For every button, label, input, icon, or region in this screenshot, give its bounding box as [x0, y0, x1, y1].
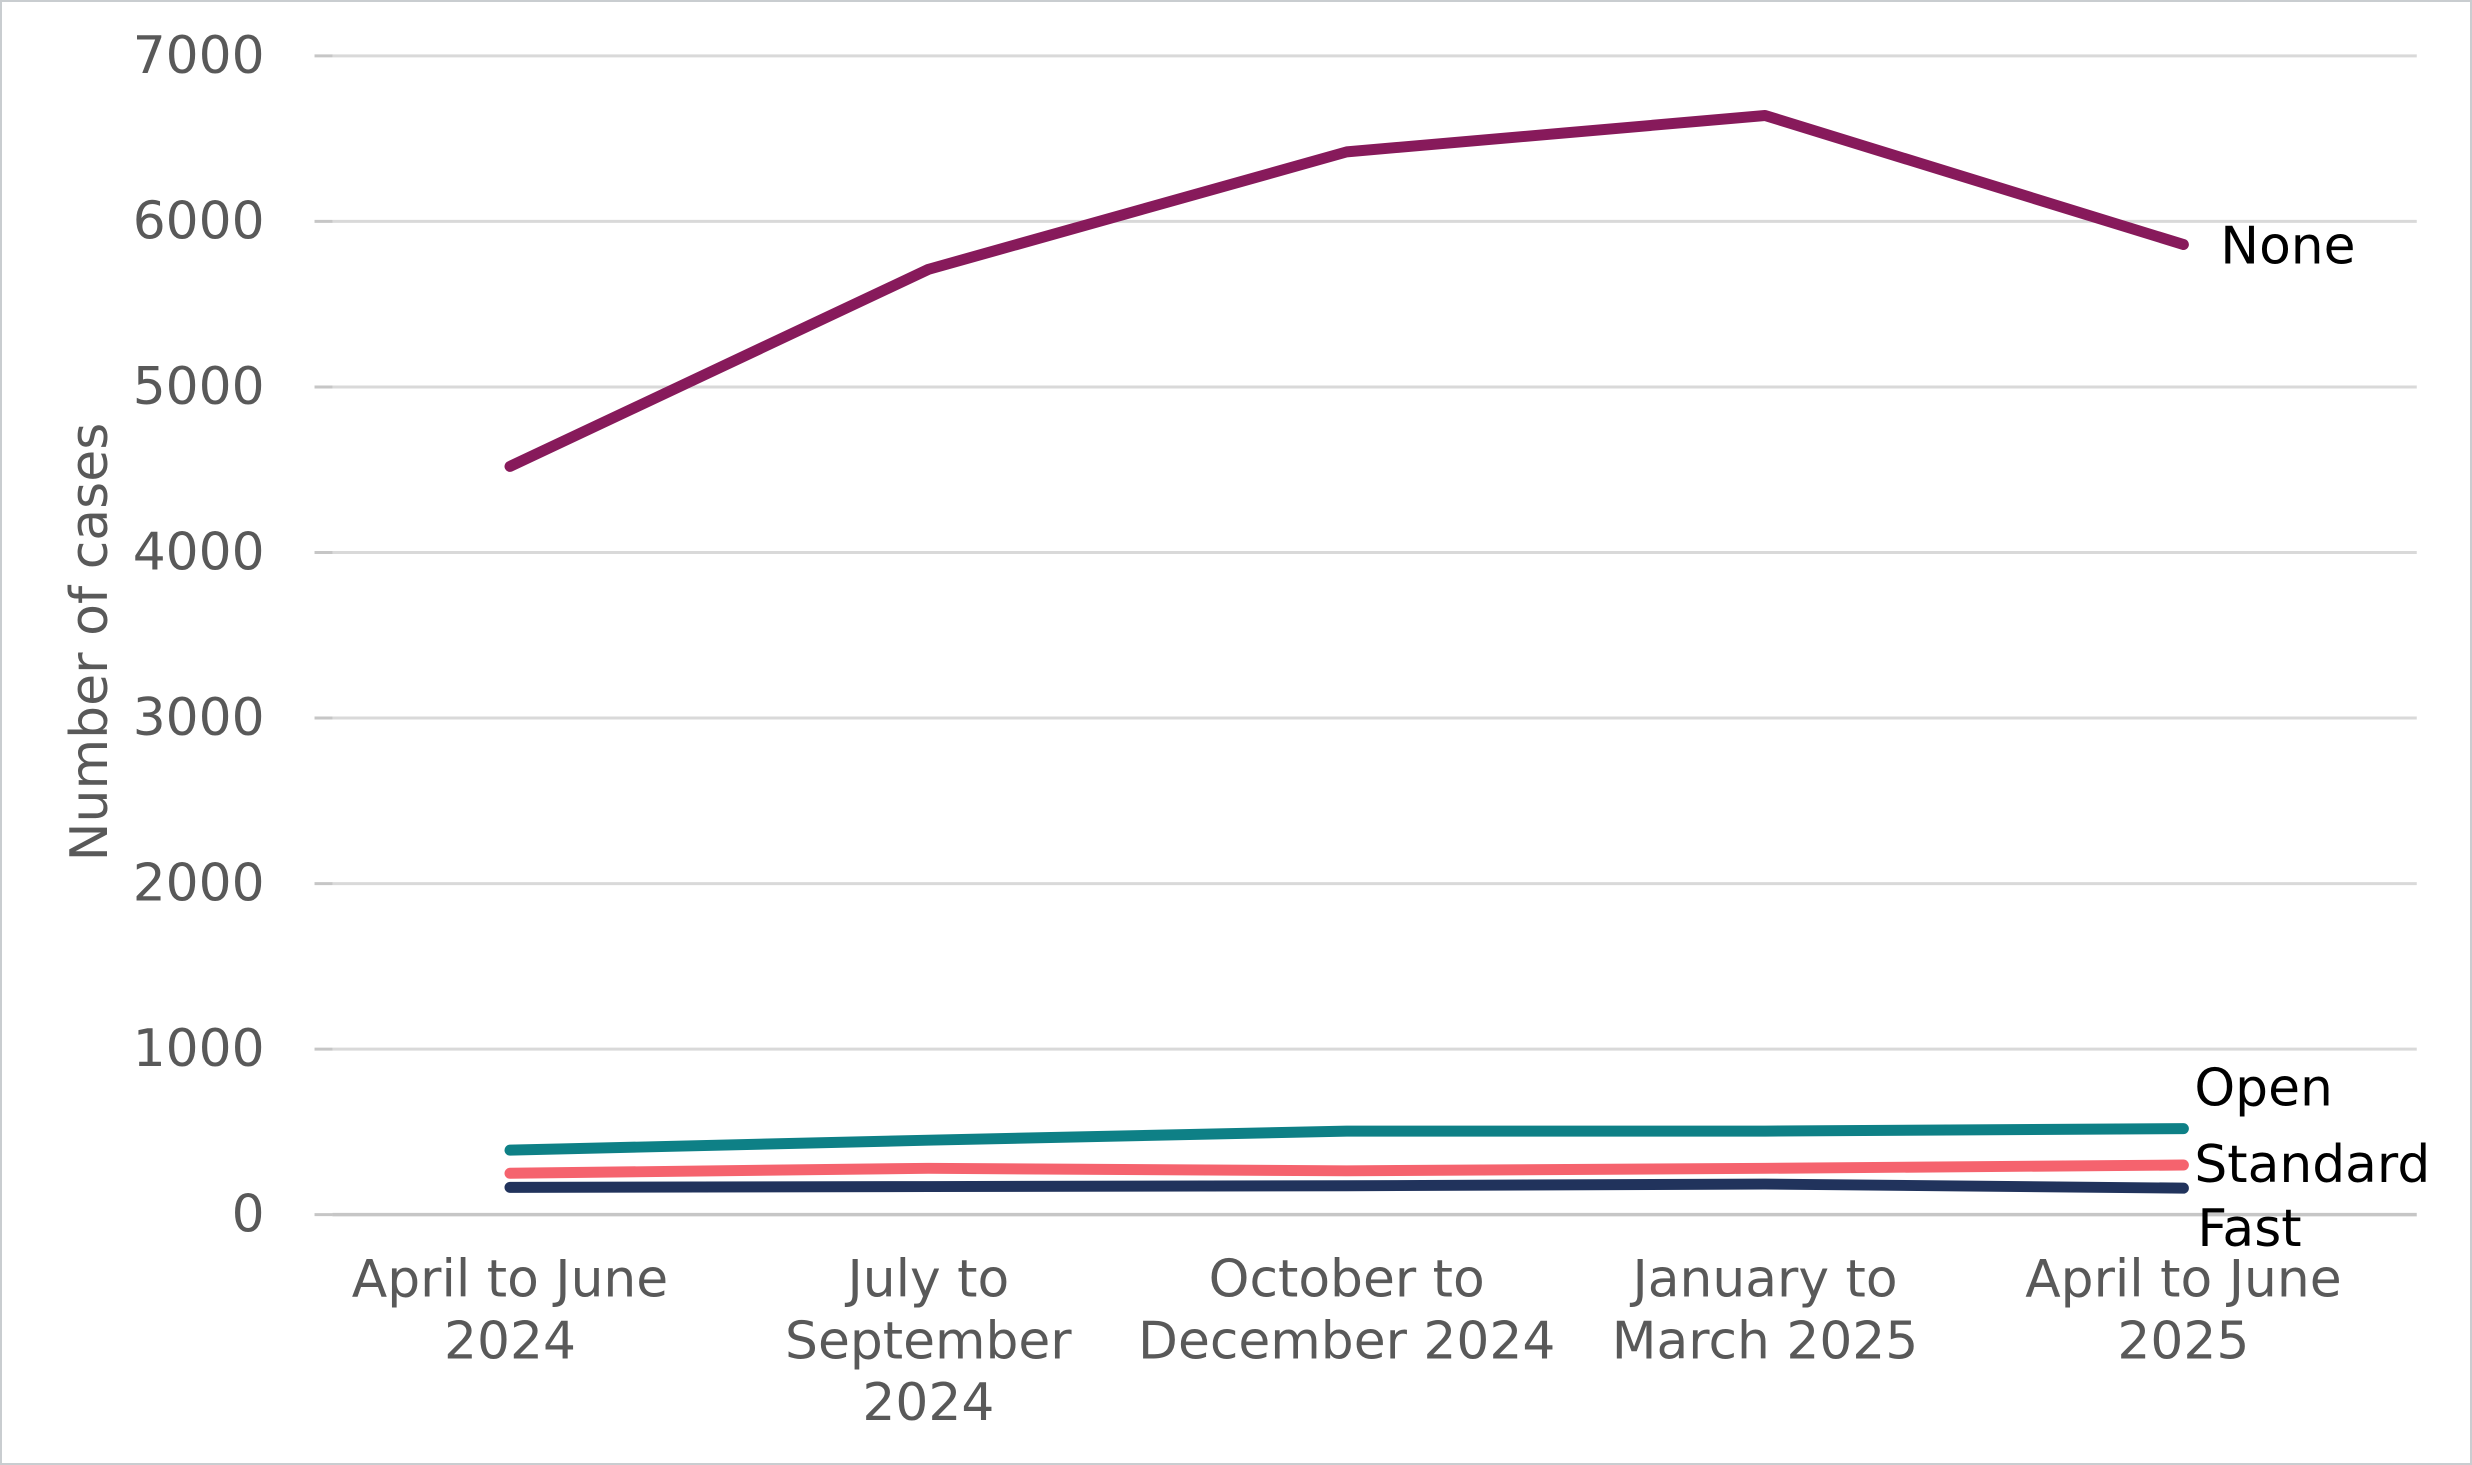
x-axis-label-3: January to March 2025 — [1612, 1249, 1918, 1371]
x-axis-label-2-line-1: December 2024 — [1138, 1311, 1555, 1371]
x-axis-label-4: April to June 2025 — [2025, 1249, 2341, 1371]
x-axis-label-3-line-1: March 2025 — [1612, 1311, 1918, 1371]
x-axis-label-1-line-2: 2024 — [862, 1373, 994, 1433]
x-axis-label-1-line-0: July to — [844, 1249, 1009, 1309]
series-line-fast — [504, 1178, 2189, 1194]
x-axis-label-1: July to September 2024 — [785, 1249, 1072, 1433]
y-axis-title-text: Number of cases — [60, 422, 120, 862]
series-end-label-fast: Fast — [2197, 1199, 2301, 1259]
x-axis-label-1-line-1: September — [785, 1311, 1072, 1371]
series-line-standard — [504, 1159, 2189, 1179]
y-tick-label-4000: 4000 — [133, 522, 265, 582]
series-end-label-none: None — [2220, 217, 2355, 277]
series-line-open — [504, 1123, 2189, 1156]
x-axis-label-4-line-0: April to June — [2025, 1249, 2341, 1309]
x-axis-label-0-line-1: 2024 — [444, 1311, 576, 1371]
y-tick-label-2000: 2000 — [133, 854, 265, 914]
y-tick-label-7000: 7000 — [133, 26, 265, 86]
x-axis-label-4-line-1: 2025 — [2117, 1311, 2249, 1371]
series-end-label-open: Open — [2194, 1059, 2332, 1119]
x-axis-label-0-line-0: April to June — [352, 1249, 668, 1309]
series-line-none — [504, 110, 2189, 472]
series-end-label-standard: Standard — [2194, 1135, 2430, 1195]
y-tick-label-1000: 1000 — [133, 1019, 265, 1079]
y-tick-label-0: 0 — [232, 1185, 265, 1245]
x-axis-label-2: October to December 2024 — [1138, 1249, 1555, 1371]
y-tick-label-3000: 3000 — [133, 688, 265, 748]
y-tick-label-5000: 5000 — [133, 357, 265, 417]
x-axis-label-3-line-0: January to — [1630, 1249, 1898, 1309]
x-axis-label-2-line-0: October to — [1209, 1249, 1485, 1309]
x-axis-label-0: April to June 2024 — [352, 1249, 668, 1371]
y-tick-label-6000: 6000 — [133, 191, 265, 251]
